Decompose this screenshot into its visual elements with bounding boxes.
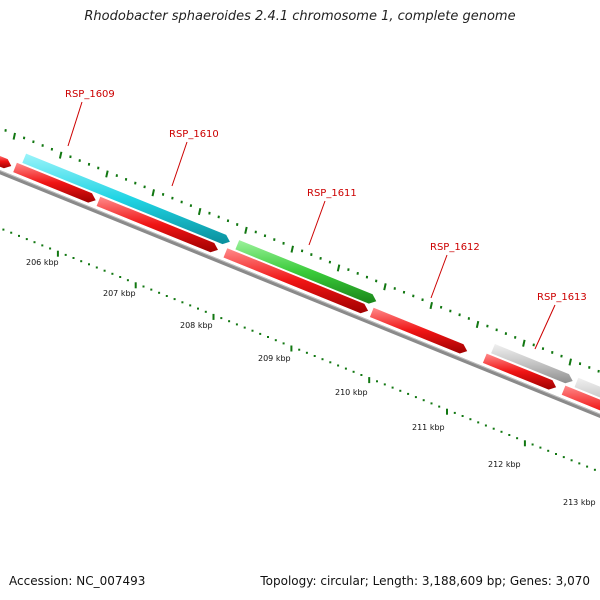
- kbp-label: 210 kbp: [335, 388, 368, 397]
- label-leader-line: [67, 101, 83, 147]
- tick-mark: [151, 189, 155, 197]
- reverse-gene-4: [223, 248, 369, 314]
- kbp-label: 213 kbp: [563, 498, 596, 507]
- label-leader-line: [171, 141, 188, 187]
- gene-label: RSP_1613: [537, 292, 587, 303]
- kbp-label: 206 kbp: [26, 258, 59, 267]
- gene-label: RSP_1610: [169, 129, 219, 140]
- kbp-label: 207 kbp: [103, 289, 136, 298]
- label-leader-line: [534, 304, 556, 350]
- forward-gene-3: [491, 344, 573, 384]
- forward-gene-4: [574, 377, 600, 398]
- reverse-gene-2: [13, 162, 96, 203]
- lower-ticks: [2, 228, 596, 471]
- tick-mark: [429, 301, 433, 310]
- gene-label: RSP_1611: [307, 188, 357, 199]
- reverse-gene-7: [561, 385, 600, 411]
- tick-mark: [197, 207, 202, 216]
- reverse-gene-5: [369, 307, 468, 354]
- tick-mark: [105, 170, 109, 178]
- label-leader-line: [308, 200, 326, 246]
- kbp-labels: 206 kbp 207 kbp 208 kbp 209 kbp 210 kbp 211 k…: [26, 258, 596, 507]
- tick-mark: [336, 264, 341, 272]
- tick-mark: [244, 226, 248, 234]
- tick-mark: [568, 358, 572, 366]
- tick-mark: [475, 320, 480, 329]
- forward-gene-2: [235, 240, 377, 304]
- forward-genes: [22, 153, 600, 398]
- forward-gene-1: [22, 153, 230, 245]
- kbp-label: 212 kbp: [488, 460, 521, 469]
- kbp-label: 208 kbp: [180, 321, 213, 330]
- reverse-gene-1: [0, 155, 12, 169]
- genome-summary-text: Topology: circular; Length: 3,188,609 bp…: [260, 574, 590, 588]
- tick-mark: [12, 132, 16, 140]
- kbp-label: 209 kbp: [258, 354, 291, 363]
- gene-labels: RSP_1609 RSP_1610 RSP_1611 RSP_1612 RSP_1613: [65, 89, 587, 350]
- tick-mark: [290, 245, 294, 253]
- map-title: Rhodobacter sphaeroides 2.4.1 chromosome…: [84, 9, 516, 24]
- backbone: [0, 162, 600, 430]
- upper-ticks: [4, 129, 600, 373]
- label-leader-line: [430, 254, 448, 299]
- tick-mark: [383, 283, 387, 291]
- gene-label: RSP_1609: [65, 89, 115, 100]
- reverse-gene-3: [96, 196, 218, 253]
- reverse-genes: [0, 155, 600, 411]
- kbp-label: 211 kbp: [412, 423, 445, 432]
- gene-label: RSP_1612: [430, 242, 480, 253]
- reverse-gene-6: [482, 353, 557, 390]
- tick-mark: [522, 339, 526, 347]
- accession-text: Accession: NC_007493: [9, 574, 146, 588]
- tick-mark: [58, 151, 63, 159]
